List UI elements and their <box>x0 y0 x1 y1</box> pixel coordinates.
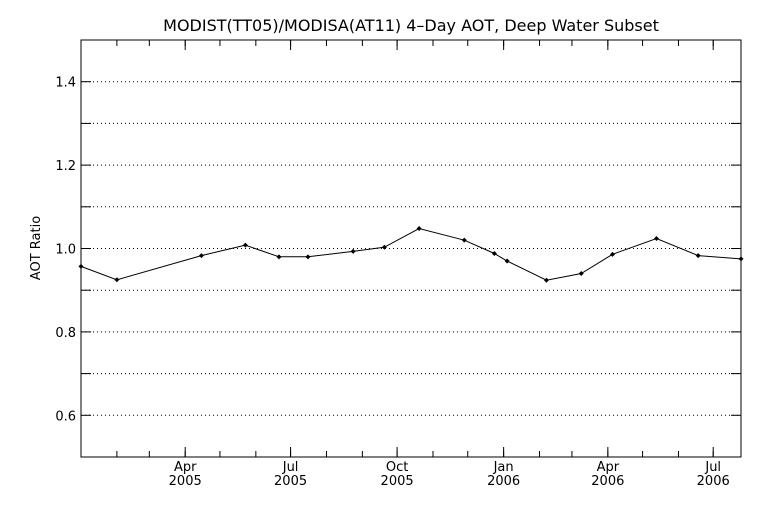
x-tick-year-label: 2005 <box>274 474 307 489</box>
x-tick-month-label: Apr <box>174 460 197 475</box>
data-point-marker <box>609 251 615 257</box>
data-point-marker <box>276 254 282 260</box>
x-tick-year-label: 2006 <box>697 474 730 489</box>
x-tick-month-label: Apr <box>597 460 620 475</box>
data-point-marker <box>491 251 497 257</box>
data-point-marker <box>543 277 549 283</box>
data-point-marker <box>504 258 510 264</box>
x-tick-month-label: Jul <box>282 460 299 475</box>
x-tick-year-label: 2005 <box>169 474 202 489</box>
y-axis-label: AOT Ratio <box>29 216 44 280</box>
data-point-marker <box>416 225 422 231</box>
y-tick-label: 1.2 <box>55 159 76 174</box>
y-tick-labels: 0.6 0.8 1.0 1.2 1.4 <box>55 76 76 425</box>
data-point-marker <box>198 253 204 259</box>
x-tick-month-label: Jul <box>704 460 721 475</box>
data-point-marker <box>350 248 356 254</box>
y-tick-label: 0.6 <box>55 409 76 424</box>
data-point-marker <box>242 242 248 248</box>
data-point-marker <box>578 271 584 277</box>
x-tick-month-label: Jan <box>493 460 514 475</box>
x-tick-year-label: 2006 <box>487 474 520 489</box>
y-tick-label: 1.0 <box>55 243 76 258</box>
y-tick-label: 1.4 <box>55 76 76 91</box>
gridlines <box>81 81 741 416</box>
plot-frame <box>80 39 742 458</box>
data-point-marker <box>461 237 467 243</box>
data-points <box>78 225 744 283</box>
chart-title: MODIST(TT05)/MODISA(AT11) 4–Day AOT, Dee… <box>163 16 659 35</box>
x-tick-year-label: 2005 <box>381 474 414 489</box>
data-point-marker <box>695 253 701 259</box>
x-tick-year-label: 2006 <box>591 474 624 489</box>
data-point-marker <box>114 277 120 283</box>
data-point-marker <box>653 235 659 241</box>
data-point-marker <box>381 244 387 250</box>
axis-ticks <box>81 40 741 457</box>
x-tick-labels: Apr2005Jul2005Oct2005Jan2006Apr2006Jul20… <box>169 460 730 489</box>
x-tick-month-label: Oct <box>386 460 408 475</box>
series-line <box>80 227 742 281</box>
y-tick-label: 0.8 <box>55 326 76 341</box>
data-point-marker <box>305 254 311 260</box>
